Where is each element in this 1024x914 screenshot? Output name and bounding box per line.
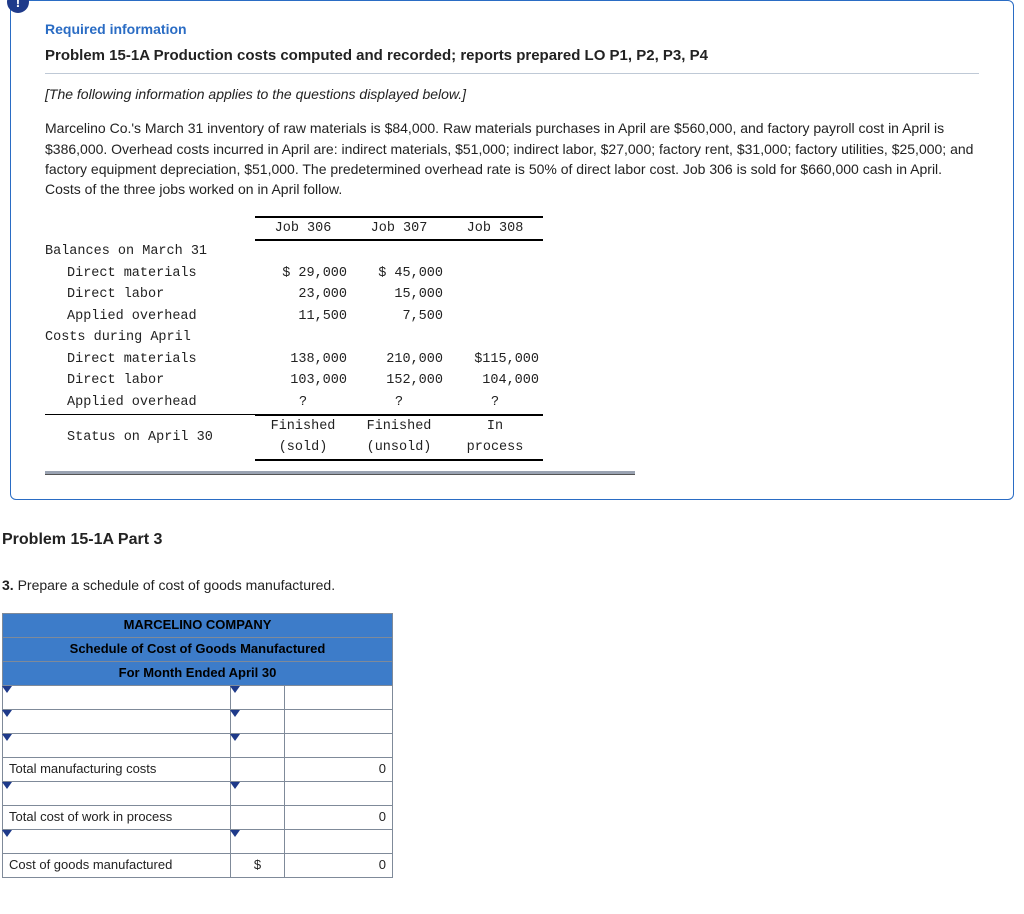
sched-value-cell[interactable]: 0 bbox=[285, 854, 393, 878]
sched-value-cell[interactable] bbox=[285, 710, 393, 734]
cell: 11,500 bbox=[255, 306, 351, 328]
cell: (sold) bbox=[255, 437, 351, 460]
sched-label-cell: Total cost of work in process bbox=[3, 806, 231, 830]
row-label: Direct materials bbox=[45, 263, 255, 285]
row-label: Applied overhead bbox=[45, 392, 255, 415]
dropdown-icon bbox=[230, 734, 240, 741]
cell: 104,000 bbox=[447, 370, 543, 392]
cell: 23,000 bbox=[255, 284, 351, 306]
row-label: Applied overhead bbox=[45, 306, 255, 328]
row-label: Direct materials bbox=[45, 349, 255, 371]
sched-label-cell[interactable] bbox=[3, 686, 231, 710]
cell bbox=[447, 263, 543, 285]
dropdown-icon bbox=[2, 782, 12, 789]
col-header: Job 306 bbox=[255, 217, 351, 241]
sched-label-cell: Cost of goods manufactured bbox=[3, 854, 231, 878]
sched-value-cell[interactable]: 0 bbox=[285, 758, 393, 782]
part-title: Problem 15-1A Part 3 bbox=[2, 528, 1024, 551]
sched-header: Schedule of Cost of Goods Manufactured bbox=[3, 638, 393, 662]
divider bbox=[45, 73, 979, 74]
dropdown-icon bbox=[2, 830, 12, 837]
dropdown-icon bbox=[230, 782, 240, 789]
col-header: Job 307 bbox=[351, 217, 447, 241]
dropdown-icon bbox=[230, 830, 240, 837]
dropdown-icon bbox=[2, 710, 12, 717]
sched-value-cell[interactable]: 0 bbox=[285, 806, 393, 830]
instruction: 3. Prepare a schedule of cost of goods m… bbox=[2, 575, 1024, 595]
alert-badge-icon: ! bbox=[7, 0, 29, 13]
sched-label-cell[interactable] bbox=[3, 710, 231, 734]
section-header: Balances on March 31 bbox=[45, 240, 543, 263]
problem-title: Problem 15-1A Production costs computed … bbox=[45, 45, 979, 67]
cell: process bbox=[447, 437, 543, 460]
sched-label-cell[interactable] bbox=[3, 830, 231, 854]
cell: 15,000 bbox=[351, 284, 447, 306]
sched-label-cell[interactable] bbox=[3, 782, 231, 806]
sched-symbol-cell[interactable] bbox=[231, 686, 285, 710]
instruction-text: Prepare a schedule of cost of goods manu… bbox=[14, 577, 335, 593]
sched-symbol-cell[interactable] bbox=[231, 830, 285, 854]
cell: $ 45,000 bbox=[351, 263, 447, 285]
cell: ? bbox=[255, 392, 351, 415]
cell: ? bbox=[351, 392, 447, 415]
sched-value-cell[interactable] bbox=[285, 782, 393, 806]
sched-symbol-cell[interactable] bbox=[231, 710, 285, 734]
job-cost-table: Job 306 Job 307 Job 308 Balances on Marc… bbox=[45, 216, 543, 461]
row-label: Direct labor bbox=[45, 370, 255, 392]
col-header: Job 308 bbox=[447, 217, 543, 241]
sched-symbol-cell[interactable] bbox=[231, 734, 285, 758]
context-note: [The following information applies to th… bbox=[45, 84, 979, 104]
instruction-number: 3. bbox=[2, 577, 14, 593]
sched-header: MARCELINO COMPANY bbox=[3, 614, 393, 638]
sched-label-cell: Total manufacturing costs bbox=[3, 758, 231, 782]
sched-value-cell[interactable] bbox=[285, 830, 393, 854]
problem-body: Marcelino Co.'s March 31 inventory of ra… bbox=[45, 118, 979, 199]
sched-symbol-cell: $ bbox=[231, 854, 285, 878]
cell: ? bbox=[447, 392, 543, 415]
cell: Finished bbox=[351, 415, 447, 438]
required-info-box: ! Required information Problem 15-1A Pro… bbox=[10, 0, 1014, 500]
required-heading: Required information bbox=[45, 19, 979, 39]
dropdown-icon bbox=[2, 734, 12, 741]
cell: In bbox=[447, 415, 543, 438]
row-label: Direct labor bbox=[45, 284, 255, 306]
cell: 138,000 bbox=[255, 349, 351, 371]
cell bbox=[447, 284, 543, 306]
cell: (unsold) bbox=[351, 437, 447, 460]
sched-label-cell[interactable] bbox=[3, 734, 231, 758]
sched-symbol-cell[interactable] bbox=[231, 782, 285, 806]
cell: 210,000 bbox=[351, 349, 447, 371]
cell: Finished bbox=[255, 415, 351, 438]
sched-value-cell[interactable] bbox=[285, 686, 393, 710]
row-label: Status on April 30 bbox=[45, 415, 255, 460]
cell: $ 29,000 bbox=[255, 263, 351, 285]
dropdown-icon bbox=[230, 710, 240, 717]
section-header: Costs during April bbox=[45, 327, 543, 349]
sched-value-cell[interactable] bbox=[285, 734, 393, 758]
cell: 103,000 bbox=[255, 370, 351, 392]
dropdown-icon bbox=[2, 686, 12, 693]
cell: 152,000 bbox=[351, 370, 447, 392]
sched-header: For Month Ended April 30 bbox=[3, 662, 393, 686]
sched-symbol-cell bbox=[231, 758, 285, 782]
dropdown-icon bbox=[230, 686, 240, 693]
cell: $115,000 bbox=[447, 349, 543, 371]
schedule-table: MARCELINO COMPANY Schedule of Cost of Go… bbox=[2, 613, 393, 878]
cell: 7,500 bbox=[351, 306, 447, 328]
table-scrollbar bbox=[45, 471, 635, 475]
sched-symbol-cell bbox=[231, 806, 285, 830]
cell bbox=[447, 306, 543, 328]
